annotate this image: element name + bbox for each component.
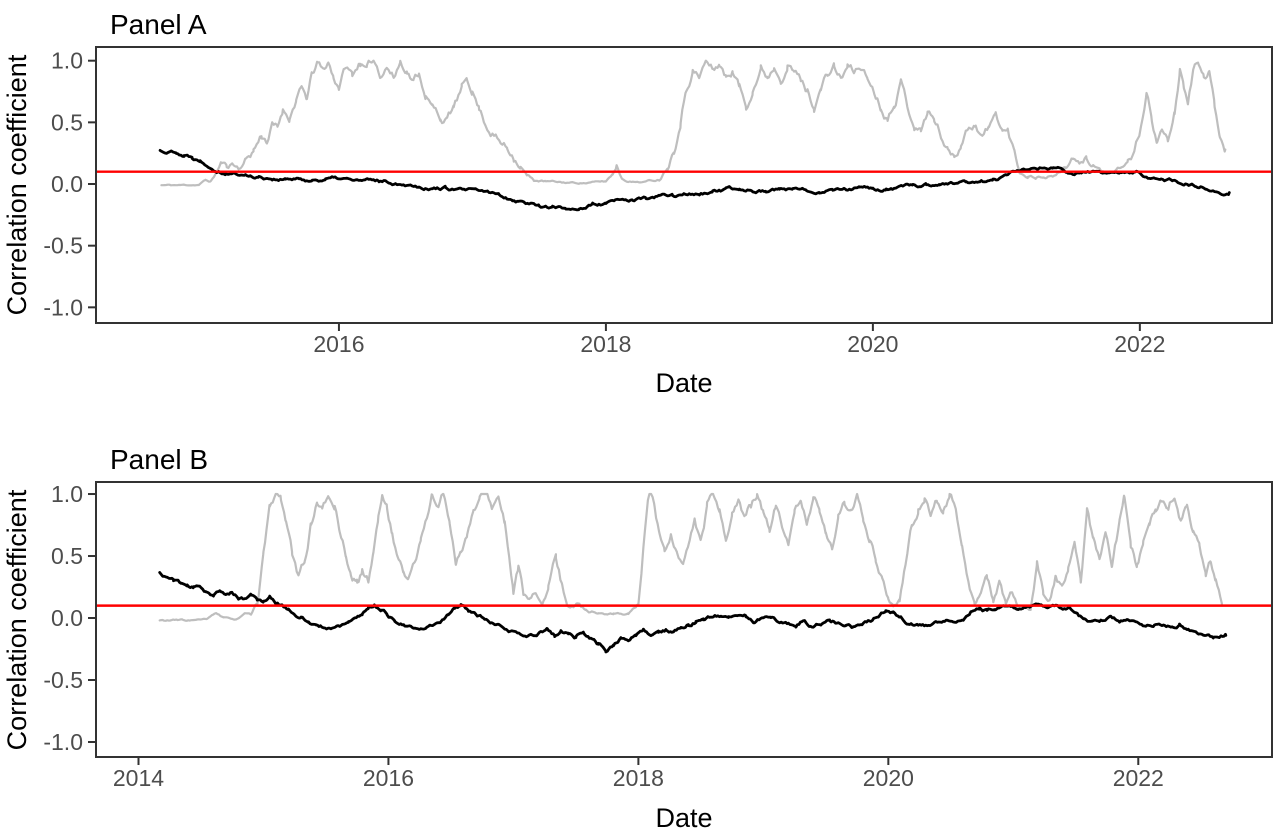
panel-b-y-tick-label: 0.5 xyxy=(51,543,83,569)
panel-b-x-tick-label: 2022 xyxy=(1113,765,1164,791)
panel-b-x-tick-label: 2016 xyxy=(363,765,414,791)
panel-a-y-axis-title: Correlation coefficient xyxy=(2,54,32,315)
panel-a-series-rolling-correlation-black xyxy=(158,148,1231,212)
panel-a-title: Panel A xyxy=(110,9,207,40)
panel-b-y-tick-label: -0.5 xyxy=(43,667,83,693)
panel-b-generated: 1.0 0.5 0.0 -0.5 -1.0 2014 2016 2018 2020 2022 xyxy=(43,481,1273,791)
panel-a-x-tick-label: 2018 xyxy=(580,331,631,357)
panel-a-series-rolling-correlation-gray xyxy=(160,59,1227,187)
panel-a-y-tick-label: 0.5 xyxy=(51,109,83,135)
panel-b-x-axis-title: Date xyxy=(655,803,712,833)
panel-a-generated: 1.0 0.5 0.0 -0.5 -1.0 2016 2018 2020 2022 xyxy=(43,46,1273,357)
panel-a-y-tick-label: -1.0 xyxy=(43,294,83,320)
panel-b-x-tick-label: 2018 xyxy=(613,765,664,791)
panel-b-series-rolling-correlation-gray xyxy=(158,492,1224,622)
panel-b-title: Panel B xyxy=(110,444,208,475)
panel-b-y-tick-label: 0.0 xyxy=(51,605,83,631)
panel-a-x-tick-label: 2020 xyxy=(847,331,898,357)
panel-a-y-tick-label: 0.0 xyxy=(51,171,83,197)
panel-b-border xyxy=(95,481,1273,758)
panel-a-border xyxy=(95,46,1273,324)
panel-b-x-tick-label: 2020 xyxy=(863,765,914,791)
panel-b-y-tick-label: 1.0 xyxy=(51,481,83,507)
panel-a-x-tick-label: 2016 xyxy=(313,331,364,357)
panel-b-y-axis-title: Correlation coefficient xyxy=(2,489,32,750)
panel-a-y-tick-label: -0.5 xyxy=(43,233,83,259)
panel-b-y-tick-label: -1.0 xyxy=(43,729,83,755)
panel-a-x-tick-label: 2022 xyxy=(1114,331,1165,357)
panel-b-x-tick-label: 2014 xyxy=(113,765,164,791)
panel-a-x-axis-title: Date xyxy=(655,368,712,398)
panel-a-y-tick-label: 1.0 xyxy=(51,48,83,74)
panel-b-series-rolling-correlation-black xyxy=(158,571,1228,654)
